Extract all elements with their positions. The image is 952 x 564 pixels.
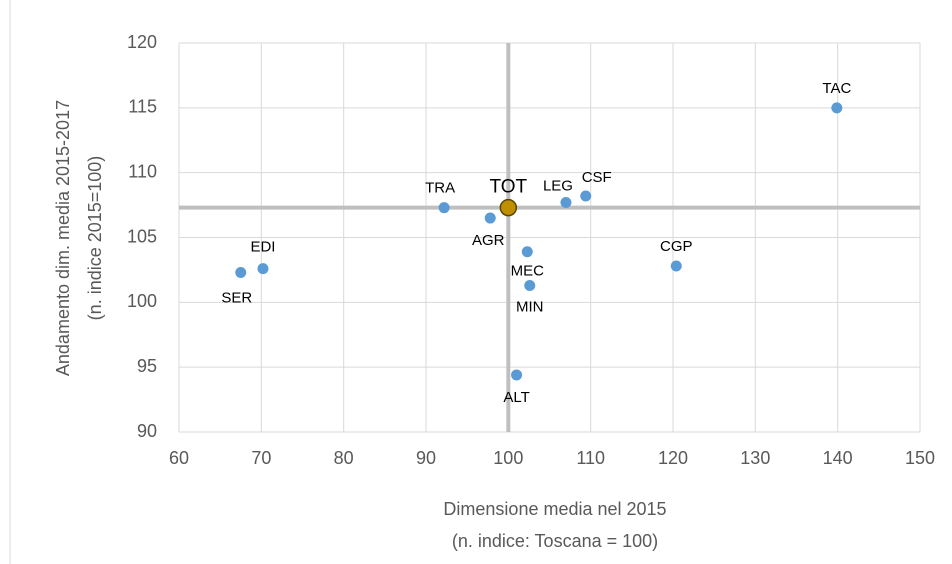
y-tick-label: 90 — [137, 421, 157, 441]
point-label: MIN — [516, 298, 544, 315]
point-label: EDI — [250, 239, 275, 256]
y-tick-label: 120 — [127, 32, 157, 52]
point — [560, 196, 572, 208]
x-tick-label: 150 — [905, 448, 935, 468]
x-axis-label: (n. indice: Toscana = 100) — [452, 531, 658, 551]
x-tick-label: 130 — [740, 448, 770, 468]
x-tick-label: 60 — [169, 448, 189, 468]
point-label: TRA — [425, 180, 455, 197]
y-tick-label: 115 — [128, 97, 157, 117]
point-label: SER — [221, 289, 252, 306]
point — [499, 198, 518, 217]
y-axis-label: Andamento dim. media 2015-2017 — [53, 100, 73, 376]
point — [580, 190, 592, 202]
point-label: CGP — [660, 238, 693, 255]
point-label: AGR — [472, 232, 505, 249]
point-label: CSF — [582, 169, 612, 186]
point-label: MEC — [511, 263, 545, 280]
point — [438, 202, 450, 214]
point — [670, 260, 682, 272]
x-tick-label: 80 — [334, 448, 354, 468]
x-tick-label: 70 — [251, 448, 271, 468]
point — [484, 212, 496, 224]
x-tick-label: 100 — [493, 448, 523, 468]
x-tick-label: 110 — [576, 448, 605, 468]
y-tick-label: 100 — [127, 291, 157, 311]
point-label: ALT — [503, 389, 529, 406]
point — [521, 246, 533, 258]
y-tick-label: 105 — [127, 226, 157, 246]
point — [524, 279, 536, 291]
point-label: TAC — [822, 80, 851, 97]
x-axis-label: Dimensione media nel 2015 — [443, 499, 666, 519]
point-label: LEG — [543, 177, 573, 194]
point-label: TOT — [490, 177, 528, 198]
x-tick-label: 120 — [658, 448, 688, 468]
y-tick-label: 110 — [128, 161, 157, 181]
point — [511, 369, 523, 381]
x-tick-label: 90 — [416, 448, 436, 468]
point — [831, 102, 843, 114]
point — [257, 263, 269, 275]
y-axis-label: (n. indice 2015=100) — [85, 156, 105, 321]
point — [235, 267, 247, 279]
x-tick-label: 140 — [823, 448, 853, 468]
y-tick-label: 95 — [137, 356, 157, 376]
